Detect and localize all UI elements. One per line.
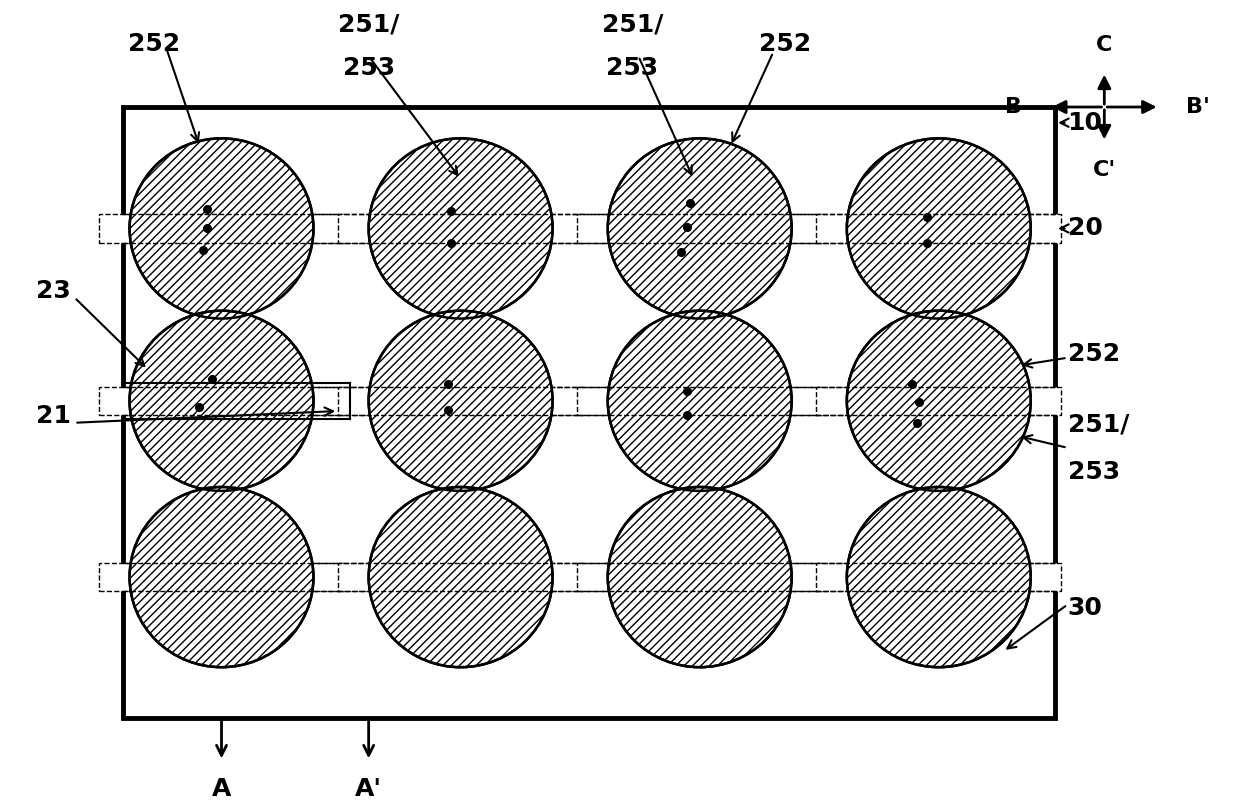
Ellipse shape: [608, 487, 791, 667]
Text: 30: 30: [1068, 596, 1102, 620]
Bar: [577, 214, 822, 242]
Text: 253: 253: [1068, 460, 1120, 483]
Bar: [339, 214, 583, 242]
Bar: [916, 532, 961, 623]
Text: C': C': [1092, 160, 1116, 179]
Bar: [200, 532, 243, 623]
Bar: [816, 387, 1061, 415]
Ellipse shape: [368, 487, 553, 667]
Bar: [200, 355, 243, 446]
Bar: [916, 183, 961, 274]
Text: C: C: [1096, 35, 1112, 54]
Text: 20: 20: [1068, 217, 1102, 240]
Ellipse shape: [608, 311, 791, 491]
Bar: [124, 107, 1055, 718]
Text: 253: 253: [342, 56, 394, 80]
Text: B: B: [1006, 97, 1022, 117]
Ellipse shape: [847, 311, 1030, 491]
Ellipse shape: [129, 311, 314, 491]
Bar: [577, 387, 822, 415]
Bar: [99, 387, 345, 415]
Bar: [339, 563, 583, 591]
Ellipse shape: [847, 139, 1030, 319]
Bar: [816, 214, 1061, 242]
Bar: [439, 532, 482, 623]
Bar: [816, 563, 1061, 591]
Bar: [677, 355, 722, 446]
Bar: [339, 387, 583, 415]
Bar: [677, 532, 722, 623]
Ellipse shape: [129, 487, 314, 667]
Bar: [99, 563, 345, 591]
Text: 23: 23: [36, 279, 71, 303]
Text: 251/: 251/: [1068, 412, 1128, 436]
Text: 21: 21: [36, 405, 71, 428]
Ellipse shape: [608, 139, 791, 319]
Ellipse shape: [368, 139, 553, 319]
Text: 252: 252: [128, 32, 180, 56]
Bar: [577, 563, 822, 591]
Ellipse shape: [847, 487, 1030, 667]
Bar: [200, 183, 243, 274]
Ellipse shape: [129, 139, 314, 319]
Text: B': B': [1187, 97, 1210, 117]
Text: 10: 10: [1068, 110, 1102, 135]
Bar: [439, 355, 482, 446]
Text: 252: 252: [759, 32, 812, 56]
Text: 253: 253: [606, 56, 658, 80]
Text: A: A: [212, 777, 231, 801]
Ellipse shape: [368, 311, 553, 491]
Text: 252: 252: [1068, 341, 1120, 366]
Bar: [916, 355, 961, 446]
Text: 251/: 251/: [339, 12, 399, 36]
Text: A': A': [355, 777, 382, 801]
Bar: [439, 183, 482, 274]
Bar: [677, 183, 722, 274]
Text: 251/: 251/: [601, 12, 663, 36]
Bar: [99, 214, 345, 242]
